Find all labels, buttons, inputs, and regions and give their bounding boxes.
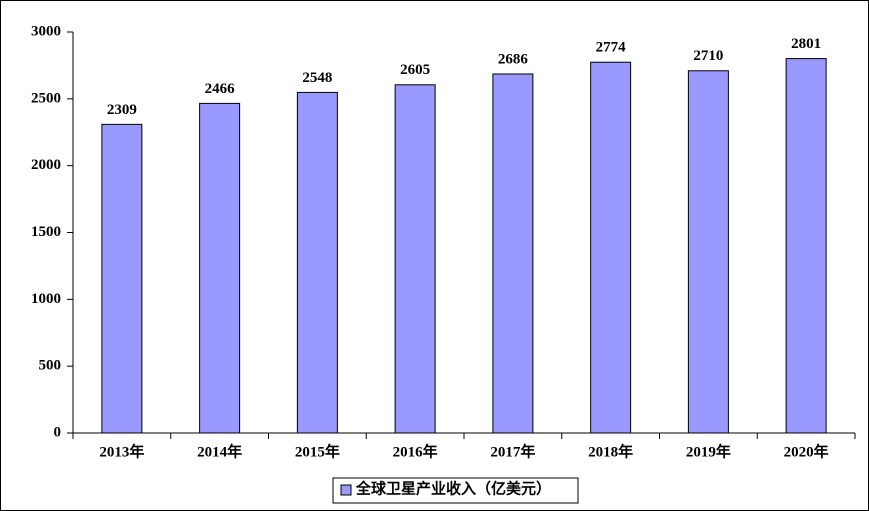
bar xyxy=(296,91,338,434)
value-label: 2774 xyxy=(596,40,627,56)
bar xyxy=(394,84,436,434)
bar xyxy=(687,70,729,434)
value-label: 2605 xyxy=(400,62,430,78)
value-label: 2309 xyxy=(107,102,137,118)
x-tick-label: 2018年 xyxy=(588,442,633,460)
y-tick-label: 500 xyxy=(39,358,62,374)
bar xyxy=(785,58,827,434)
x-tick-label: 2015年 xyxy=(295,442,340,460)
value-label: 2548 xyxy=(302,70,332,86)
x-tick-label: 2020年 xyxy=(784,442,829,460)
value-label: 2686 xyxy=(498,51,529,67)
x-tick-label: 2016年 xyxy=(393,442,438,460)
bar xyxy=(590,61,632,434)
x-tick-label: 2014年 xyxy=(197,442,242,460)
bar xyxy=(199,102,241,434)
y-tick-label: 2500 xyxy=(31,90,61,106)
x-tick-label: 2017年 xyxy=(490,442,535,460)
y-tick-label: 1000 xyxy=(31,291,61,307)
bar xyxy=(101,123,143,434)
value-label: 2801 xyxy=(791,36,821,52)
x-tick-label: 2019年 xyxy=(686,442,731,460)
legend-swatch xyxy=(340,484,352,496)
y-tick-label: 3000 xyxy=(31,23,61,39)
bar xyxy=(492,73,534,434)
value-label: 2466 xyxy=(205,81,236,97)
legend-label: 全球卫星产业收入（亿美元） xyxy=(355,479,551,497)
legend-box xyxy=(332,477,579,504)
y-tick-label: 0 xyxy=(54,424,62,440)
x-tick-label: 2013年 xyxy=(99,442,144,460)
y-tick-label: 1500 xyxy=(31,224,61,240)
value-label: 2710 xyxy=(693,48,723,64)
y-tick-label: 2000 xyxy=(31,157,61,173)
